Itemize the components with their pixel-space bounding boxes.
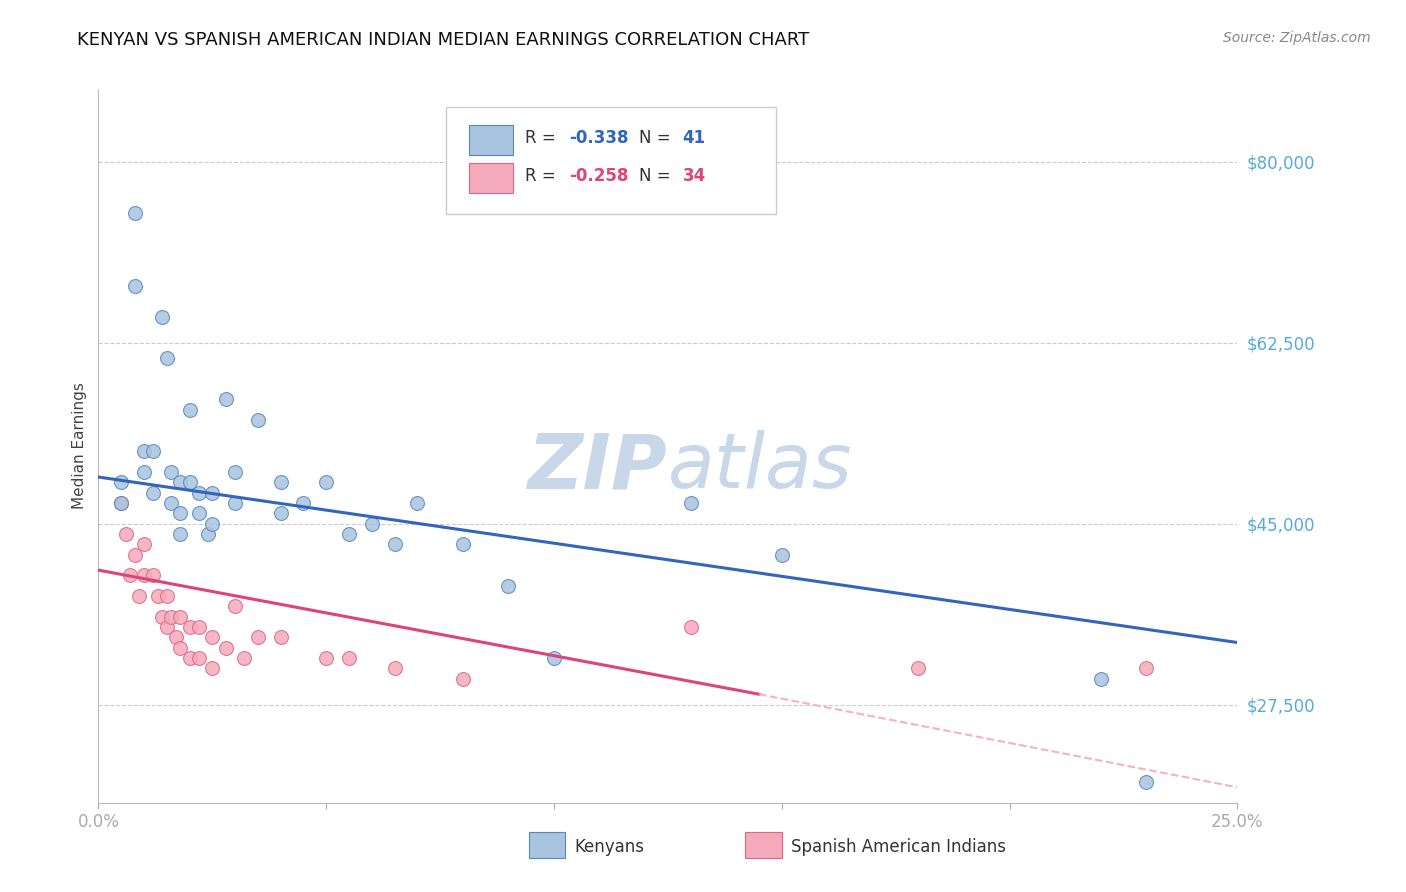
Text: Source: ZipAtlas.com: Source: ZipAtlas.com — [1223, 31, 1371, 45]
Point — [406, 496, 429, 510]
Text: 41: 41 — [683, 128, 706, 146]
Point — [110, 496, 132, 510]
FancyBboxPatch shape — [745, 832, 782, 858]
Text: Kenyans: Kenyans — [575, 838, 644, 856]
Point — [179, 402, 201, 417]
Point — [201, 485, 224, 500]
Point — [1135, 661, 1157, 675]
Point — [215, 640, 238, 655]
Point — [360, 516, 382, 531]
Point — [165, 630, 187, 644]
Point — [132, 537, 155, 551]
Point — [907, 661, 929, 675]
Point — [142, 485, 165, 500]
Point — [160, 609, 183, 624]
Point — [270, 475, 292, 490]
Point — [179, 475, 201, 490]
Point — [169, 475, 191, 490]
Text: N =: N = — [640, 168, 676, 186]
Text: R =: R = — [526, 168, 561, 186]
Point — [110, 475, 132, 490]
Text: ZIP: ZIP — [529, 431, 668, 504]
Point — [679, 620, 702, 634]
Point — [128, 589, 150, 603]
Point — [187, 485, 209, 500]
Point — [179, 651, 201, 665]
Point — [315, 651, 337, 665]
Point — [215, 392, 238, 407]
Point — [543, 651, 565, 665]
FancyBboxPatch shape — [468, 162, 513, 193]
Point — [132, 444, 155, 458]
Y-axis label: Median Earnings: Median Earnings — [72, 383, 87, 509]
Point — [292, 496, 315, 510]
Point — [150, 310, 173, 324]
Point — [1090, 672, 1112, 686]
Point — [124, 548, 146, 562]
Text: R =: R = — [526, 128, 561, 146]
Point — [160, 465, 183, 479]
Point — [179, 620, 201, 634]
Point — [201, 516, 224, 531]
Point — [224, 496, 246, 510]
Point — [384, 537, 406, 551]
Text: -0.258: -0.258 — [569, 168, 628, 186]
Text: 34: 34 — [683, 168, 706, 186]
Point — [156, 620, 179, 634]
Point — [156, 589, 179, 603]
Point — [124, 206, 146, 220]
Point — [246, 630, 269, 644]
Point — [197, 527, 219, 541]
Point — [224, 465, 246, 479]
Point — [169, 527, 191, 541]
Point — [337, 527, 360, 541]
Point — [132, 568, 155, 582]
Point — [132, 465, 155, 479]
Point — [110, 496, 132, 510]
Point — [1135, 775, 1157, 789]
Point — [169, 640, 191, 655]
Point — [187, 651, 209, 665]
Point — [160, 496, 183, 510]
Point — [270, 506, 292, 520]
FancyBboxPatch shape — [529, 832, 565, 858]
Text: N =: N = — [640, 128, 676, 146]
Text: Spanish American Indians: Spanish American Indians — [790, 838, 1005, 856]
Text: atlas: atlas — [668, 431, 852, 504]
Point — [384, 661, 406, 675]
Point — [451, 537, 474, 551]
Point — [201, 630, 224, 644]
Point — [114, 527, 136, 541]
Point — [142, 444, 165, 458]
Point — [120, 568, 142, 582]
Point — [201, 661, 224, 675]
Point — [156, 351, 179, 365]
Point — [187, 620, 209, 634]
Point — [498, 579, 520, 593]
Point — [270, 630, 292, 644]
Point — [246, 413, 269, 427]
FancyBboxPatch shape — [446, 107, 776, 214]
Point — [124, 278, 146, 293]
Point — [337, 651, 360, 665]
Point — [770, 548, 793, 562]
Point — [315, 475, 337, 490]
Point — [187, 506, 209, 520]
Point — [169, 506, 191, 520]
Point — [146, 589, 169, 603]
Point — [150, 609, 173, 624]
FancyBboxPatch shape — [468, 125, 513, 155]
Point — [451, 672, 474, 686]
Text: KENYAN VS SPANISH AMERICAN INDIAN MEDIAN EARNINGS CORRELATION CHART: KENYAN VS SPANISH AMERICAN INDIAN MEDIAN… — [77, 31, 810, 49]
Text: -0.338: -0.338 — [569, 128, 628, 146]
Point — [679, 496, 702, 510]
Point — [142, 568, 165, 582]
Point — [169, 609, 191, 624]
Point — [224, 599, 246, 614]
Point — [233, 651, 256, 665]
